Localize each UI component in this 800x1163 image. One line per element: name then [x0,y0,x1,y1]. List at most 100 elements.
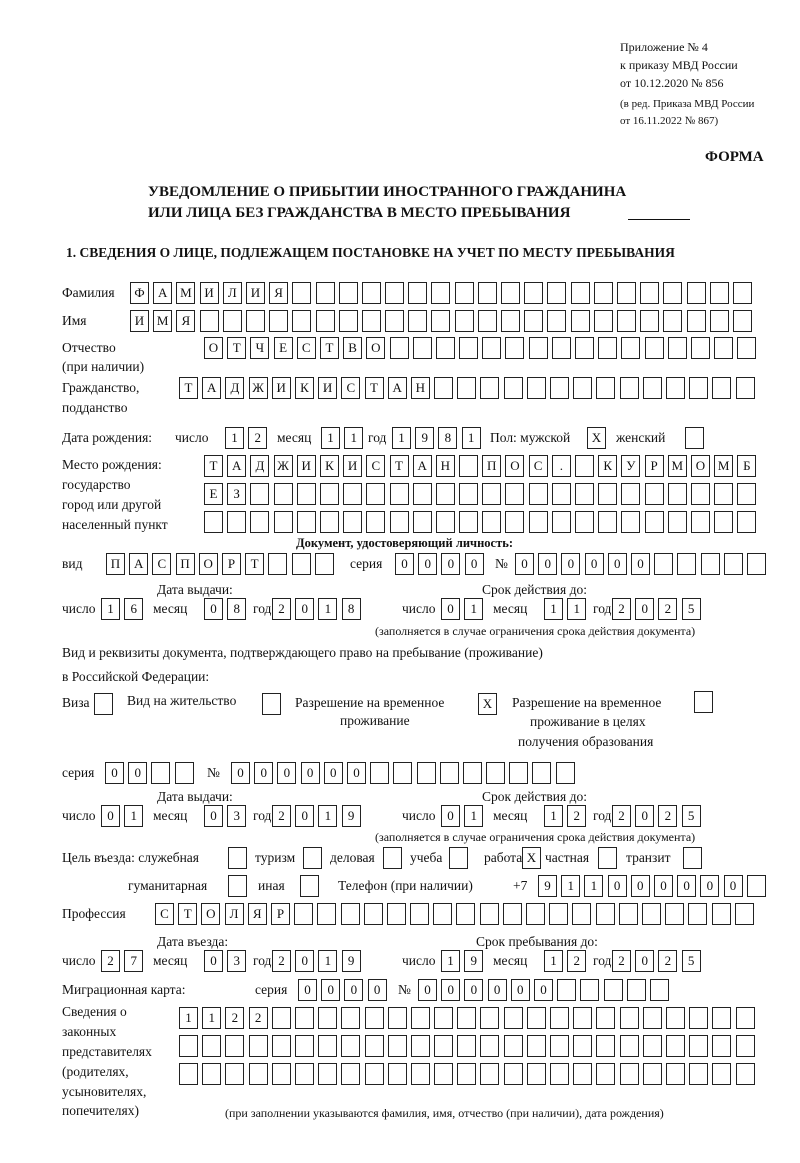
char-cell[interactable] [714,337,734,359]
char-cell[interactable] [387,1007,407,1029]
char-cell[interactable] [317,903,337,925]
char-cell[interactable]: О [690,455,710,477]
checkbox-cell[interactable] [598,847,617,869]
char-cell[interactable]: 1 [461,427,481,449]
char-cell[interactable] [296,511,316,533]
char-cell[interactable] [603,979,623,1001]
checkbox-cell[interactable] [449,847,468,869]
char-cell[interactable] [366,511,386,533]
char-cell[interactable]: 0 [653,875,673,897]
char-cell[interactable]: Б [737,455,757,477]
char-cell[interactable] [269,310,289,332]
char-cell[interactable] [711,903,731,925]
checkbox-cell[interactable]: X [478,693,497,715]
char-cell[interactable]: 2 [658,598,678,620]
char-cell[interactable] [151,762,171,784]
checkbox-cell[interactable]: X [522,847,541,869]
char-cell[interactable] [526,1063,546,1085]
char-cell[interactable] [580,979,600,1001]
char-cell[interactable]: Л [222,282,242,304]
char-cell[interactable]: Ж [248,377,268,399]
char-cell[interactable]: 1 [225,427,244,449]
char-cell[interactable]: 8 [341,598,361,620]
char-cell[interactable] [314,553,334,575]
char-cell[interactable] [570,310,590,332]
char-cell[interactable] [618,903,638,925]
char-cell[interactable]: С [155,903,174,925]
char-cell[interactable] [410,1007,430,1029]
char-cell[interactable]: Д [225,377,245,399]
checkbox-cell[interactable] [683,847,702,869]
char-cell[interactable] [528,337,548,359]
char-cell[interactable] [723,553,743,575]
char-cell[interactable] [457,1007,477,1029]
char-cell[interactable]: Т [364,377,384,399]
char-cell[interactable]: Т [178,903,198,925]
char-cell[interactable]: 1 [441,950,460,972]
char-cell[interactable] [459,483,479,505]
char-cell[interactable] [654,553,674,575]
checkbox-cell[interactable] [228,847,247,869]
char-cell[interactable] [387,1063,407,1085]
checkbox-cell[interactable] [303,847,322,869]
char-cell[interactable] [619,1007,639,1029]
char-cell[interactable] [665,1063,685,1085]
purpose-other-checkbox[interactable] [300,875,319,897]
char-cell[interactable] [714,483,734,505]
char-cell[interactable] [621,483,641,505]
char-cell[interactable] [505,511,525,533]
char-cell[interactable]: 1 [101,598,120,620]
char-cell[interactable] [225,1035,245,1057]
char-cell[interactable]: М [176,282,196,304]
purpose-business-checkbox[interactable] [383,847,402,869]
char-cell[interactable] [457,1035,477,1057]
char-cell[interactable]: О [198,553,218,575]
char-cell[interactable] [370,762,390,784]
char-cell[interactable]: 1 [561,875,581,897]
char-cell[interactable] [361,310,381,332]
char-cell[interactable]: 5 [681,950,701,972]
char-cell[interactable] [735,377,755,399]
char-cell[interactable]: 0 [700,875,720,897]
char-cell[interactable] [271,1063,291,1085]
char-cell[interactable] [644,337,664,359]
char-cell[interactable]: 9 [415,427,435,449]
char-cell[interactable] [273,483,293,505]
char-cell[interactable]: В [343,337,363,359]
char-cell[interactable] [459,337,479,359]
char-cell[interactable]: 0 [464,979,484,1001]
char-cell[interactable]: 0 [635,598,655,620]
char-cell[interactable] [179,1063,198,1085]
char-cell[interactable] [482,337,502,359]
char-cell[interactable]: 1 [321,427,340,449]
char-cell[interactable]: 0 [204,950,223,972]
char-cell[interactable] [296,483,316,505]
representatives-line2-cells[interactable] [179,1035,755,1057]
char-cell[interactable] [412,511,432,533]
char-cell[interactable]: О [505,455,525,477]
char-cell[interactable] [416,762,436,784]
char-cell[interactable] [575,483,594,505]
char-cell[interactable]: 9 [341,950,361,972]
char-cell[interactable]: С [366,455,386,477]
char-cell[interactable] [294,903,314,925]
char-cell[interactable] [222,310,242,332]
char-cell[interactable] [621,511,641,533]
char-cell[interactable]: А [153,282,173,304]
char-cell[interactable]: 0 [344,979,364,1001]
char-cell[interactable] [250,511,270,533]
char-cell[interactable]: 1 [584,875,604,897]
char-cell[interactable] [690,511,710,533]
char-cell[interactable] [709,310,729,332]
char-cell[interactable]: 0 [295,950,315,972]
char-cell[interactable]: Р [221,553,241,575]
char-cell[interactable]: Н [435,455,455,477]
char-cell[interactable]: Р [270,903,290,925]
char-cell[interactable]: 5 [681,598,701,620]
char-cell[interactable] [642,377,662,399]
